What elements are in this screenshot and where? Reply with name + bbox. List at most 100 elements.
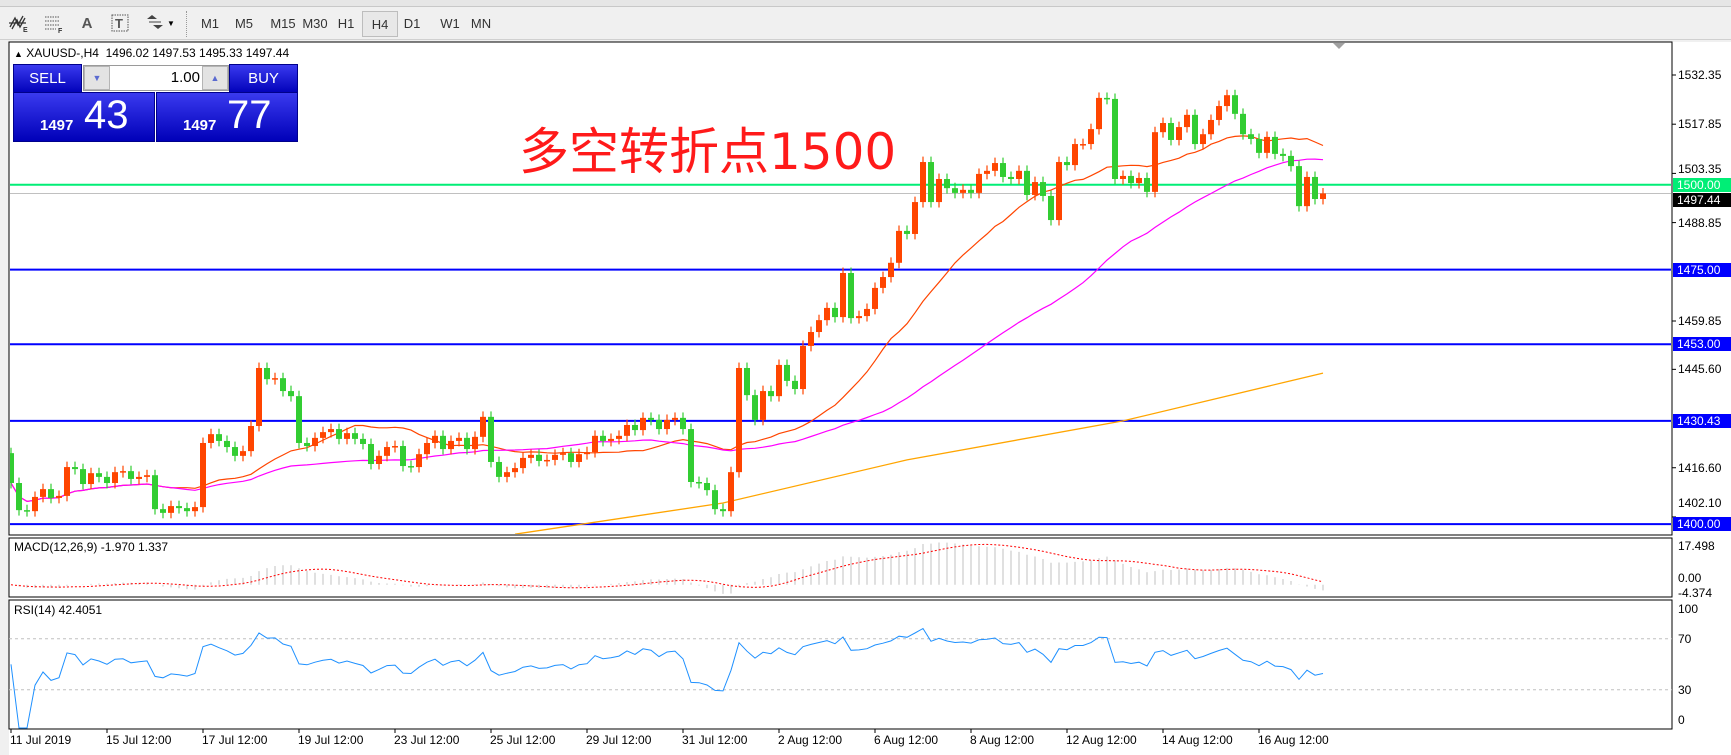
candle-body bbox=[680, 417, 686, 430]
candle-body bbox=[928, 162, 934, 203]
candle-body bbox=[1056, 162, 1062, 221]
moving-average-20 bbox=[10, 135, 1324, 503]
candle-body bbox=[192, 507, 198, 512]
candle-body bbox=[840, 272, 846, 318]
fibonacci-grid-icon[interactable]: F bbox=[40, 11, 66, 35]
annotation-text: 多空转折点1500 bbox=[519, 123, 897, 181]
date-label: 17 Jul 12:00 bbox=[202, 733, 268, 747]
buy-price-pips: 77 bbox=[227, 93, 272, 137]
collapse-triangle-icon[interactable]: ▲ bbox=[14, 49, 23, 59]
svg-text:T: T bbox=[115, 16, 123, 31]
candle-body bbox=[520, 457, 526, 469]
candle-body bbox=[456, 437, 462, 441]
candle-body bbox=[32, 496, 38, 512]
candle-body bbox=[976, 173, 982, 193]
candle-body bbox=[1176, 127, 1182, 140]
candle-body bbox=[1136, 177, 1142, 184]
candle-body bbox=[624, 424, 630, 436]
price-tick-label: 1532.35 bbox=[1678, 68, 1722, 82]
candle-body bbox=[640, 417, 646, 431]
bid-price-label: 1497.44 bbox=[1673, 193, 1731, 208]
chart-shift-marker-icon bbox=[1333, 43, 1345, 49]
candle-body bbox=[1144, 177, 1150, 192]
timeframe-h4-button[interactable]: H4 bbox=[362, 11, 398, 37]
candle-body bbox=[792, 380, 798, 390]
timeframe-m30-button[interactable]: M30 bbox=[302, 15, 328, 31]
window-tab-strip bbox=[0, 0, 1731, 7]
sell-button[interactable]: SELL bbox=[13, 64, 82, 94]
lot-decrease-icon[interactable]: ▼ bbox=[84, 66, 110, 90]
candle-body bbox=[648, 417, 654, 420]
candle-body bbox=[1184, 114, 1190, 128]
sell-price[interactable]: 1497 43 bbox=[13, 92, 155, 142]
buy-price[interactable]: 1497 77 bbox=[156, 92, 298, 142]
candle-body bbox=[888, 262, 894, 278]
lot-size-value[interactable]: 1.00 bbox=[170, 69, 200, 86]
candle-body bbox=[424, 442, 430, 455]
candle-body bbox=[1096, 97, 1102, 130]
buy-button[interactable]: BUY bbox=[229, 64, 298, 94]
candle-body bbox=[344, 433, 350, 439]
text-label-icon[interactable]: T bbox=[108, 11, 132, 35]
macd-scale-label: 0.00 bbox=[1678, 571, 1702, 585]
sell-price-pips: 43 bbox=[84, 93, 129, 137]
lot-increase-icon[interactable]: ▲ bbox=[202, 66, 228, 90]
timeframe-h1-button[interactable]: H1 bbox=[337, 15, 355, 31]
timeframe-m1-button[interactable]: M1 bbox=[200, 15, 220, 31]
candle-body bbox=[800, 345, 806, 390]
candle-body bbox=[1072, 144, 1078, 166]
timeframe-d1-button[interactable]: D1 bbox=[403, 15, 421, 31]
candle-body bbox=[560, 453, 566, 455]
candle-body bbox=[392, 446, 398, 448]
candle-body bbox=[352, 433, 358, 439]
candle-body bbox=[296, 396, 302, 443]
date-label: 14 Aug 12:00 bbox=[1162, 733, 1233, 747]
arrows-dropdown-icon[interactable]: ▼ bbox=[142, 11, 178, 35]
date-label: 2 Aug 12:00 bbox=[778, 733, 843, 747]
candle-body bbox=[1120, 175, 1126, 179]
candle-body bbox=[1160, 123, 1166, 133]
candle-body bbox=[880, 277, 886, 288]
candle-body bbox=[816, 320, 822, 333]
candle-body bbox=[1200, 134, 1206, 145]
level-price-label: 1453.00 bbox=[1673, 337, 1731, 352]
candle-body bbox=[88, 473, 94, 485]
candle-body bbox=[416, 454, 422, 468]
date-label: 12 Aug 12:00 bbox=[1066, 733, 1137, 747]
candle-body bbox=[752, 395, 758, 420]
candle-body bbox=[920, 162, 926, 203]
candle-body bbox=[152, 475, 158, 510]
price-tick-label: 1488.85 bbox=[1678, 215, 1722, 230]
candle-body bbox=[472, 436, 478, 450]
candle-body bbox=[664, 419, 670, 430]
candle-body bbox=[136, 476, 142, 479]
elliott-wave-icon[interactable]: E bbox=[6, 11, 32, 35]
candle-body bbox=[120, 471, 126, 473]
candle-body bbox=[1128, 175, 1134, 184]
timeframe-mn-button[interactable]: MN bbox=[470, 15, 492, 31]
timeframe-m5-button[interactable]: M5 bbox=[234, 15, 254, 31]
candle-body bbox=[248, 426, 254, 452]
candle-body bbox=[768, 391, 774, 397]
timeframe-w1-button[interactable]: W1 bbox=[440, 15, 460, 31]
candle-body bbox=[232, 447, 238, 456]
candle-body bbox=[584, 452, 590, 455]
candle-body bbox=[984, 170, 990, 174]
lot-size-field[interactable]: ▼ 1.00 ▲ bbox=[83, 65, 229, 91]
candle-body bbox=[1248, 134, 1254, 139]
candle-body bbox=[1088, 129, 1094, 145]
candle-body bbox=[64, 467, 70, 496]
text-icon[interactable]: A bbox=[81, 14, 93, 32]
candle-body bbox=[952, 188, 958, 193]
candle-body bbox=[1312, 176, 1318, 200]
candle-body bbox=[168, 506, 174, 513]
candle-body bbox=[592, 435, 598, 453]
candle-body bbox=[864, 308, 870, 317]
timeframe-m15-button[interactable]: M15 bbox=[270, 15, 296, 31]
date-label: 15 Jul 12:00 bbox=[106, 733, 172, 747]
candle-body bbox=[848, 272, 854, 319]
rsi-scale-label: 0 bbox=[1678, 713, 1685, 727]
candle-body bbox=[696, 481, 702, 484]
candle-body bbox=[96, 473, 102, 477]
